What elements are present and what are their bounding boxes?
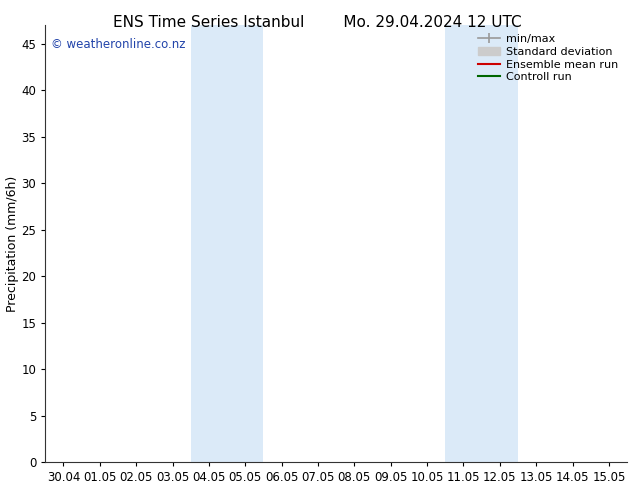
Y-axis label: Precipitation (mm/6h): Precipitation (mm/6h) (6, 175, 18, 312)
Bar (191, 25, 264, 463)
Bar (445, 25, 518, 463)
Text: © weatheronline.co.nz: © weatheronline.co.nz (51, 38, 186, 51)
Legend: min/max, Standard deviation, Ensemble mean run, Controll run: min/max, Standard deviation, Ensemble me… (475, 31, 621, 86)
Text: ENS Time Series Istanbul        Mo. 29.04.2024 12 UTC: ENS Time Series Istanbul Mo. 29.04.2024 … (113, 15, 521, 30)
